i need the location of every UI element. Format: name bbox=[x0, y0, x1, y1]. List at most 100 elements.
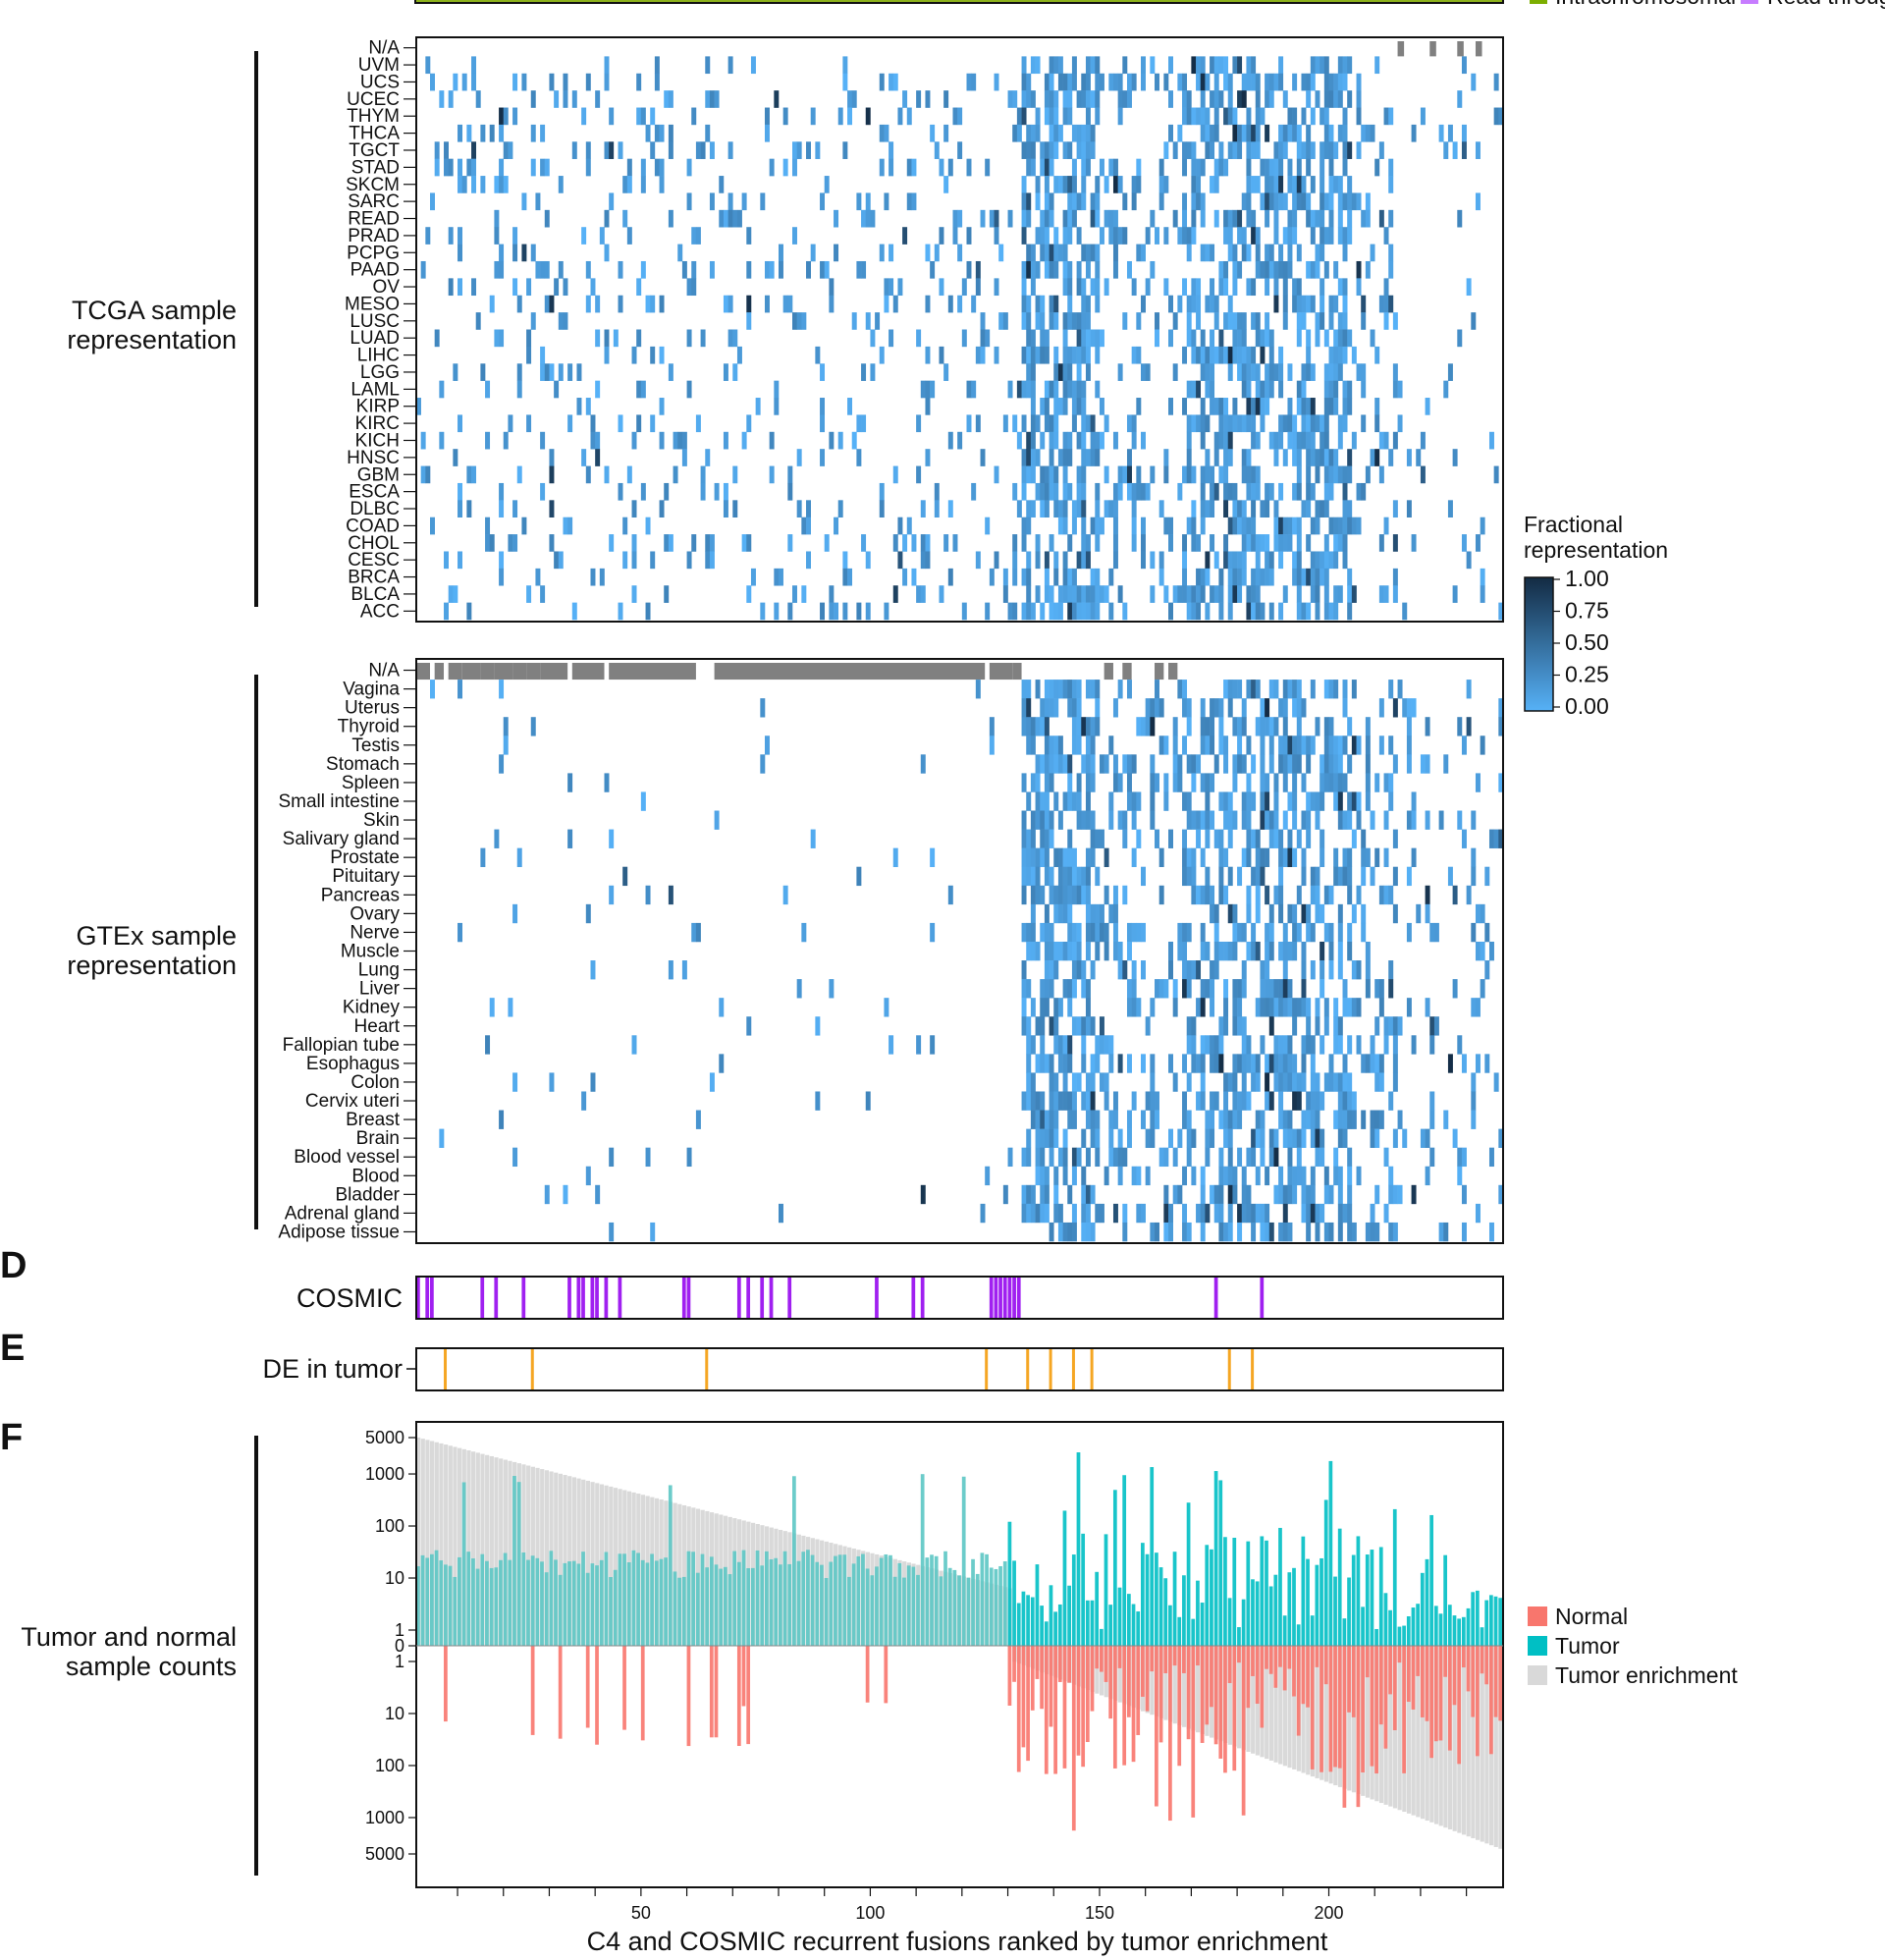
heatmap-cell bbox=[1155, 329, 1159, 348]
heatmap-cell bbox=[1388, 176, 1394, 193]
heatmap-cell bbox=[1223, 346, 1229, 364]
heatmap-cell bbox=[1067, 363, 1073, 381]
heatmap-cell bbox=[1205, 885, 1211, 905]
heatmap-cell bbox=[1383, 773, 1389, 792]
heatmap-cell bbox=[1158, 158, 1164, 177]
heatmap-cell bbox=[1278, 380, 1284, 399]
heatmap-cell bbox=[1150, 551, 1156, 570]
heatmap-cell bbox=[1213, 551, 1219, 570]
heatmap-cell bbox=[1131, 517, 1137, 535]
heatmap-cell bbox=[1049, 465, 1054, 484]
heatmap-cell bbox=[1218, 1016, 1224, 1036]
heatmap-cell bbox=[925, 295, 931, 313]
heatmap-cell bbox=[1076, 192, 1082, 211]
heatmap-cell bbox=[1122, 1222, 1128, 1242]
heatmap-cell bbox=[1210, 960, 1215, 980]
heatmap-cell bbox=[1131, 1091, 1137, 1111]
heatmap-cell bbox=[1186, 1035, 1192, 1055]
heatmap-cell bbox=[549, 465, 555, 484]
heatmap-cell bbox=[1026, 829, 1032, 848]
heatmap-cell bbox=[1210, 903, 1215, 924]
heatmap-cell bbox=[1337, 903, 1343, 924]
heatmap-cell bbox=[1085, 534, 1091, 552]
heatmap-cell bbox=[1241, 414, 1247, 433]
heatmap-cell bbox=[1095, 602, 1101, 621]
heatmap-cell bbox=[842, 73, 848, 91]
tumor-bar bbox=[1278, 1527, 1282, 1646]
normal-bar bbox=[1081, 1646, 1086, 1768]
heatmap-cell bbox=[1342, 56, 1348, 75]
heatmap-cell bbox=[1071, 602, 1077, 621]
heatmap-cell bbox=[1012, 124, 1018, 142]
heatmap-cell bbox=[1273, 192, 1279, 211]
heatmap-cell bbox=[1246, 1035, 1252, 1055]
heatmap-cell bbox=[1002, 585, 1008, 603]
row-label: ESCA bbox=[349, 482, 400, 503]
tumor-bar bbox=[430, 1553, 434, 1646]
heatmap-cell bbox=[1062, 847, 1068, 868]
heatmap-cell bbox=[1392, 754, 1398, 774]
heatmap-cell bbox=[1035, 482, 1041, 501]
heatmap-cell bbox=[1232, 398, 1238, 415]
heatmap-cell bbox=[1081, 1166, 1087, 1186]
heatmap-cell bbox=[1466, 278, 1472, 297]
heatmap-cell bbox=[829, 585, 835, 603]
heatmap-cell bbox=[1205, 1203, 1211, 1224]
tumor-bar bbox=[1328, 1460, 1333, 1646]
enrichment-bar bbox=[1163, 1646, 1168, 1720]
panel-letter-e: E bbox=[0, 1328, 25, 1369]
heatmap-cell bbox=[1282, 449, 1288, 466]
tumor-bar bbox=[1388, 1609, 1392, 1646]
heatmap-cell bbox=[1030, 260, 1036, 279]
heatmap-cell bbox=[1287, 1054, 1293, 1073]
heatmap-cell bbox=[1260, 398, 1266, 415]
heatmap-cell bbox=[1021, 176, 1027, 193]
heatmap-cell bbox=[1071, 885, 1077, 905]
heatmap-cell bbox=[1085, 124, 1091, 142]
heatmap-cell bbox=[489, 295, 495, 313]
heatmap-cell bbox=[1232, 922, 1238, 943]
heatmap-cell bbox=[884, 278, 889, 297]
heatmap-cell bbox=[1049, 73, 1054, 91]
heatmap-cell bbox=[1374, 56, 1380, 75]
heatmap-cell bbox=[636, 329, 642, 348]
heatmap-cell bbox=[1232, 1054, 1238, 1073]
heatmap-cell bbox=[1287, 791, 1293, 811]
heatmap-cell bbox=[1131, 791, 1137, 811]
heatmap-cell bbox=[1191, 209, 1197, 228]
heatmap-cell bbox=[1246, 680, 1252, 699]
heatmap-cell bbox=[1320, 158, 1325, 177]
heatmap-cell bbox=[774, 568, 780, 586]
heatmap-cell bbox=[1035, 847, 1041, 868]
heatmap-cell bbox=[1026, 568, 1032, 586]
heatmap-cell bbox=[1145, 1091, 1151, 1111]
heatmap-cell bbox=[1085, 602, 1091, 621]
heatmap-cell bbox=[499, 754, 505, 774]
heatmap-cell bbox=[1282, 1054, 1288, 1073]
heatmap-cell bbox=[1076, 380, 1082, 399]
heatmap-cell bbox=[1268, 260, 1274, 279]
heatmap-cell bbox=[1461, 534, 1467, 552]
heatmap-cell bbox=[1278, 534, 1284, 552]
heatmap-cell bbox=[604, 346, 610, 364]
heatmap-cell bbox=[1210, 1110, 1215, 1129]
row-label: Esophagus bbox=[306, 1054, 400, 1074]
heatmap-cell bbox=[1067, 107, 1073, 126]
heatmap-cell bbox=[1122, 602, 1128, 621]
heatmap-cell bbox=[1150, 209, 1156, 228]
heatmap-cell bbox=[1323, 922, 1329, 943]
normal-bar bbox=[1310, 1646, 1315, 1769]
heatmap-cell bbox=[1246, 465, 1252, 484]
heatmap-cell bbox=[1071, 192, 1077, 211]
heatmap-cell bbox=[736, 209, 742, 228]
heatmap-cell bbox=[631, 500, 637, 518]
heatmap-cell bbox=[499, 176, 505, 193]
heatmap-cell bbox=[1191, 56, 1197, 75]
tumor-bar bbox=[1493, 1596, 1498, 1646]
heatmap-cell bbox=[1095, 1147, 1101, 1168]
heatmap-cell bbox=[1076, 227, 1082, 245]
row-label: Prostate bbox=[330, 847, 400, 868]
tumor-bar bbox=[952, 1569, 957, 1646]
heatmap-cell bbox=[820, 398, 826, 415]
heatmap-cell bbox=[1292, 73, 1298, 91]
